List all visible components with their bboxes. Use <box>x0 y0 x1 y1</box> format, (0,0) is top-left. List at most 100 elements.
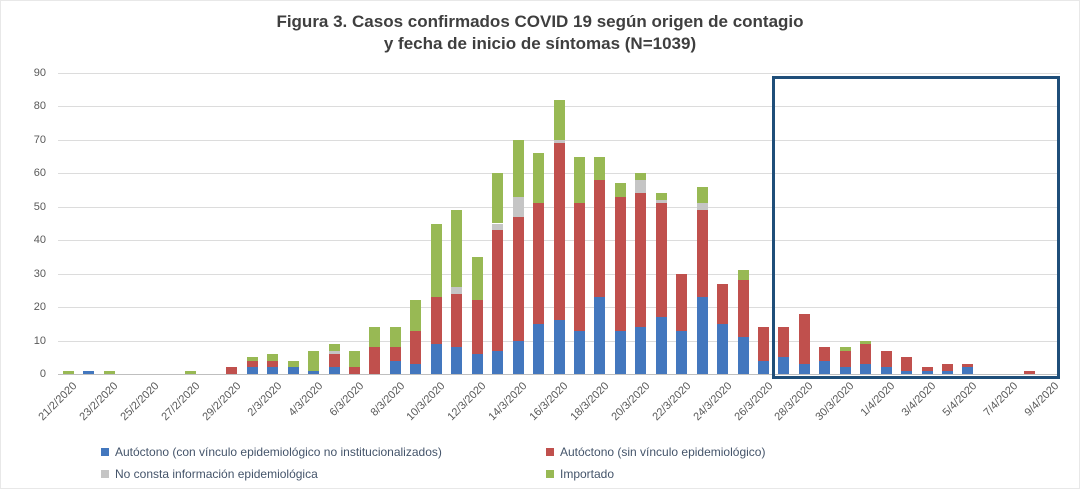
bar-13/3/2020 <box>492 1 504 374</box>
bar-segment <box>635 180 647 194</box>
bar-segment <box>921 370 933 374</box>
x-axis-line <box>58 374 1060 375</box>
bar-segment <box>492 173 504 224</box>
bar-segment <box>655 193 667 201</box>
bar-segment <box>492 230 504 351</box>
bar-segment <box>737 280 749 338</box>
bar-segment <box>103 370 115 374</box>
bar-18/3/2020 <box>594 1 606 374</box>
bar-segment <box>594 180 606 298</box>
bar-segment <box>696 297 708 374</box>
bar-segment <box>451 210 463 288</box>
bar-segment <box>737 337 749 374</box>
y-tick-label: 80 <box>33 100 46 113</box>
x-tick-label: 9/4/2020 <box>1022 380 1062 419</box>
bar-23/3/2020 <box>696 1 708 374</box>
y-tick-label: 60 <box>33 167 46 180</box>
legend-item-no-consta: No consta información epidemiológica <box>101 467 318 481</box>
bar-segment <box>512 196 524 217</box>
bar-segment <box>1023 370 1035 374</box>
bar-segment <box>410 300 422 331</box>
x-tick-label: 8/3/2020 <box>368 380 407 419</box>
bar-segment <box>696 186 708 204</box>
bar-10/3/2020 <box>430 1 442 374</box>
bar-segment <box>614 183 626 197</box>
bar-segment <box>328 367 340 374</box>
chart-legend: Autóctono (con vínculo epidemiológico no… <box>1 439 1079 487</box>
bar-segment <box>246 360 258 368</box>
bar-segment <box>921 367 933 371</box>
bar-25/3/2020 <box>737 1 749 374</box>
bar-segment <box>492 350 504 374</box>
bar-3/3/2020 <box>287 1 299 374</box>
bar-segment <box>226 367 238 374</box>
bar-segment <box>471 300 483 354</box>
legend-marker-blue-icon <box>101 448 109 456</box>
bar-segment <box>962 363 974 368</box>
bar-8/4/2020 <box>1023 1 1035 374</box>
x-tick-label: 27/2/2020 <box>159 380 203 424</box>
bar-segment <box>533 203 545 324</box>
legend-item-autoctono-con-vinculo: Autóctono (con vínculo epidemiológico no… <box>101 445 442 459</box>
bar-segment <box>185 370 197 374</box>
bar-segment <box>901 357 913 371</box>
highlight-box <box>771 76 1060 379</box>
bar-29/3/2020 <box>819 1 831 374</box>
bar-22/3/2020 <box>676 1 688 374</box>
bar-segment <box>389 327 401 348</box>
x-tick-label: 16/3/2020 <box>527 380 571 424</box>
bar-segment <box>512 340 524 374</box>
bar-segment <box>533 323 545 374</box>
bar-segment <box>328 350 340 354</box>
plot-area: 0 10 20 30 40 50 60 70 80 90 21/2/2020 23/2/2020 25/… <box>1 1 1079 441</box>
bar-segment <box>778 357 790 374</box>
x-tick-label: 7/4/2020 <box>981 380 1021 419</box>
bar-segment <box>880 350 892 368</box>
x-tick-label: 4/3/2020 <box>286 380 326 419</box>
bar-segment <box>389 347 401 361</box>
x-tick-label: 10/3/2020 <box>404 380 448 424</box>
y-tick-label: 20 <box>33 301 46 314</box>
bar-segment <box>471 256 483 301</box>
bar-segment <box>246 367 258 374</box>
bar-segment <box>635 193 647 328</box>
bar-segment <box>553 143 565 321</box>
bar-29/2/2020 <box>226 1 238 374</box>
bar-segment <box>328 343 340 351</box>
y-tick-label: 0 <box>39 368 46 380</box>
bar-segment <box>389 360 401 374</box>
bar-segment <box>614 196 626 331</box>
bar-segment <box>287 360 299 368</box>
bar-27/3/2020 <box>778 1 790 374</box>
bar-segment <box>512 139 524 197</box>
bar-1/4/2020 <box>880 1 892 374</box>
bar-segment <box>246 357 258 361</box>
bar-segment <box>614 330 626 374</box>
legend-label: Autóctono (con vínculo epidemiológico no… <box>115 445 442 459</box>
bar-segment <box>410 363 422 374</box>
bar-segment <box>655 203 667 318</box>
legend-label: No consta información epidemiológica <box>115 467 318 481</box>
bar-segment <box>553 320 565 374</box>
bar-segment <box>757 360 769 374</box>
bar-segment <box>410 330 422 364</box>
legend-label: Autóctono (sin vínculo epidemiológico) <box>560 445 766 459</box>
bar-segment <box>553 139 565 144</box>
bar-12/3/2020 <box>471 1 483 374</box>
x-tick-label: 21/2/2020 <box>36 380 80 424</box>
bar-5/3/2020 <box>328 1 340 374</box>
bar-segment <box>492 223 504 231</box>
bar-17/3/2020 <box>573 1 585 374</box>
bar-segment <box>696 203 708 211</box>
bar-14/3/2020 <box>512 1 524 374</box>
bar-3/4/2020 <box>921 1 933 374</box>
bar-15/3/2020 <box>533 1 545 374</box>
bar-5/4/2020 <box>962 1 974 374</box>
bar-6/3/2020 <box>349 1 360 374</box>
legend-marker-gray-icon <box>101 470 109 478</box>
bar-21/2/2020 <box>62 1 74 374</box>
bar-22/2/2020 <box>83 1 95 374</box>
bar-4/4/2020 <box>942 1 954 374</box>
x-tick-label: 25/2/2020 <box>118 380 162 424</box>
